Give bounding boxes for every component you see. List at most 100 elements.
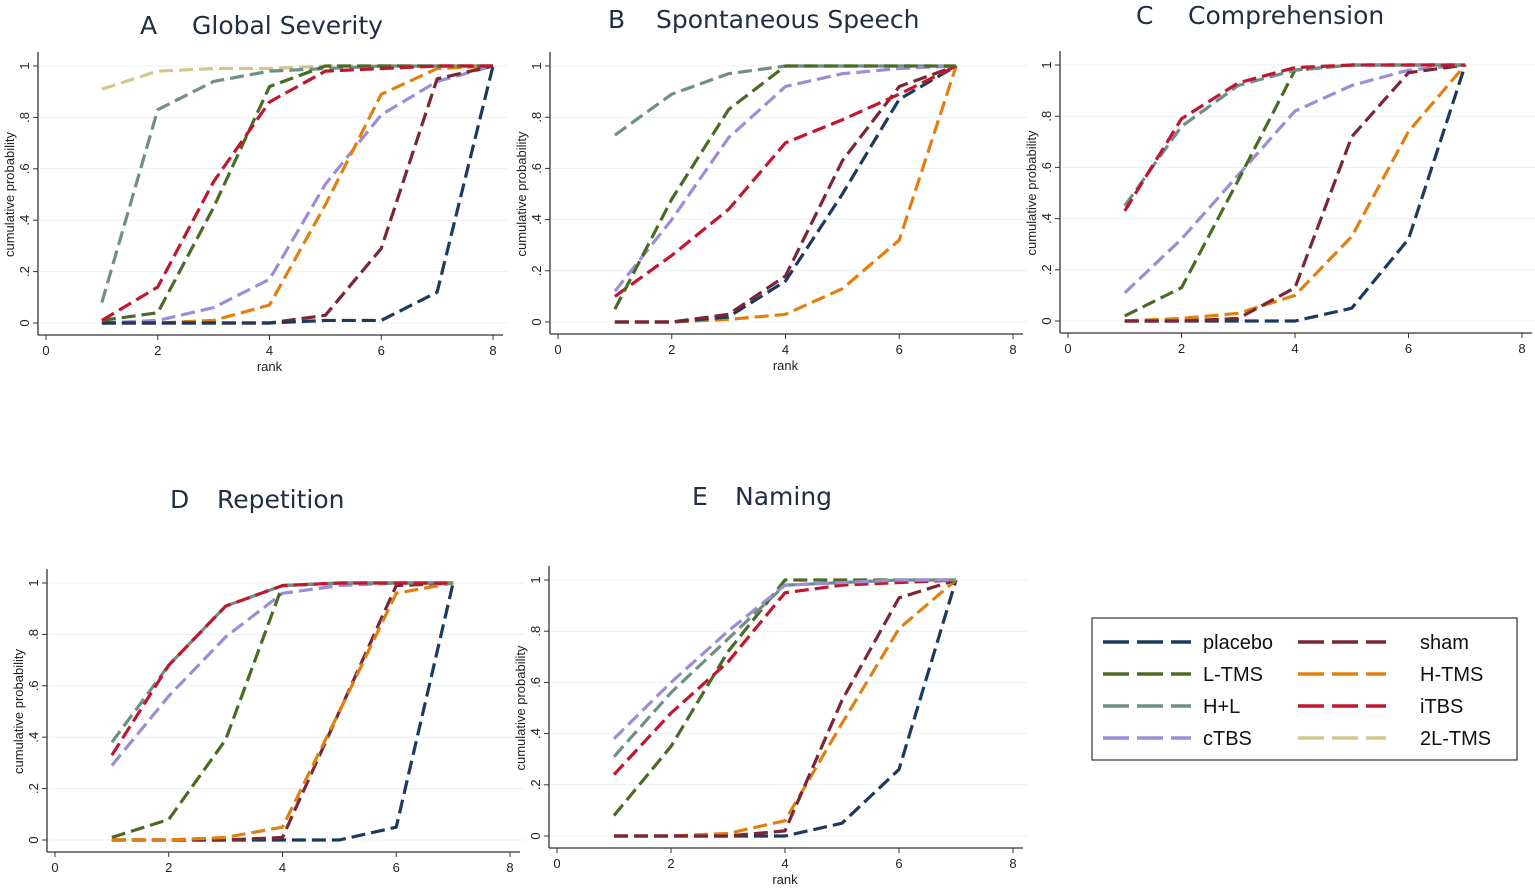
x-tick-label: 0 — [51, 860, 58, 875]
series-line-sham — [614, 64, 957, 324]
panel-c: C Comprehension 0 .2 .4 .6 .8 1 0 2 4 6 8 cumulative … — [1024, 1, 1535, 356]
panel-title: Spontaneous Speech — [656, 5, 919, 34]
x-tick-label: 2 — [667, 856, 674, 871]
panel-letter: A — [140, 11, 157, 40]
legend-item: H+L — [1103, 696, 1240, 718]
x-tick-label: 8 — [1009, 342, 1016, 357]
y-tick-label: .4 — [528, 728, 543, 739]
y-tick-label: .8 — [1039, 111, 1054, 122]
x-axis-label: rank — [772, 872, 798, 887]
x-tick-label: 8 — [489, 343, 496, 358]
x-axis-label: rank — [257, 359, 283, 374]
panel-letter: E — [692, 482, 708, 511]
series-line-ctbs — [101, 64, 494, 325]
panel-a: A Global Severity 0 .2 .4 .6 .8 1 0 2 4 6 8 cumulativ… — [2, 11, 507, 374]
legend: placebo sham L-TMS H-TMS H+L iTBS cTBS 2L-TMS — [1091, 617, 1518, 761]
legend-label: placebo — [1203, 632, 1273, 654]
x-tick-label: 6 — [1405, 341, 1412, 356]
x-axis-label: rank — [773, 358, 799, 373]
series-line-l-tms — [612, 578, 956, 817]
panel-e: E Naming 0 .2 .4 .6 .8 1 0 2 4 6 8 cumulative probabi… — [513, 482, 1027, 887]
y-tick-label: 0 — [529, 318, 544, 325]
legend-label: 2L-TMS — [1420, 728, 1491, 750]
legend-item: placebo — [1103, 632, 1273, 654]
panel-title: Repetition — [217, 485, 345, 514]
x-tick-label: 4 — [782, 342, 789, 357]
x-tick-label: 2 — [1178, 341, 1185, 356]
panel-title: Comprehension — [1188, 1, 1384, 30]
x-tick-label: 4 — [1291, 341, 1298, 356]
series-line-ctbs — [1123, 63, 1466, 295]
panel-b: B Spontaneous Speech 0 .2 .4 .6 .8 1 0 2 4 6 8 cumula… — [514, 5, 1027, 373]
y-tick-label: .6 — [26, 680, 41, 691]
y-tick-label: .2 — [528, 779, 543, 790]
series-line-itbs — [110, 581, 454, 757]
legend-item: iTBS — [1298, 696, 1463, 718]
y-tick-label: 1 — [1039, 61, 1054, 68]
series-line-h-tms — [614, 578, 958, 838]
legend-item: L-TMS — [1103, 664, 1263, 686]
legend-label: H-TMS — [1420, 664, 1483, 686]
series-line-l-tms — [613, 64, 957, 310]
x-tick-label: 8 — [506, 860, 513, 875]
series-line-placebo — [614, 579, 958, 838]
legend-label: H+L — [1203, 696, 1240, 718]
x-tick-label: 2 — [165, 860, 172, 875]
legend-label: iTBS — [1420, 696, 1463, 718]
x-tick-label: 6 — [896, 342, 903, 357]
y-tick-label: .6 — [1039, 162, 1054, 173]
x-tick-label: 8 — [1009, 856, 1016, 871]
legend-item: sham — [1298, 632, 1469, 654]
series-line-placebo — [614, 64, 957, 324]
y-tick-label: .4 — [26, 732, 41, 743]
legend-label: L-TMS — [1203, 664, 1263, 686]
x-tick-label: 4 — [279, 860, 286, 875]
y-tick-label: .6 — [17, 163, 32, 174]
x-tick-label: 6 — [895, 856, 902, 871]
legend-item: H-TMS — [1298, 664, 1483, 686]
y-tick-label: .8 — [26, 629, 41, 640]
series-line-h-l — [1123, 63, 1466, 207]
series-line-ctbs — [613, 64, 957, 293]
y-tick-label: .8 — [17, 112, 32, 123]
y-tick-label: .6 — [529, 163, 544, 174]
panel-letter: B — [608, 5, 625, 34]
series-line-placebo — [101, 65, 495, 325]
y-tick-label: 0 — [528, 832, 543, 839]
y-tick-label: .6 — [528, 677, 543, 688]
panel-d: D Repetition 0 .2 .4 .6 .8 1 0 2 4 6 8 cumulative pro… — [11, 485, 524, 875]
series-line-h-tms — [614, 65, 958, 324]
series-line-sham — [111, 581, 454, 842]
series-line-placebo — [111, 582, 455, 842]
x-tick-label: 0 — [42, 343, 49, 358]
series-line-l-tms — [1124, 63, 1466, 318]
y-tick-label: 1 — [26, 579, 41, 586]
series-line-sham — [614, 578, 957, 838]
x-tick-label: 0 — [554, 342, 561, 357]
y-tick-label: .2 — [26, 783, 41, 794]
y-tick-label: 0 — [26, 836, 41, 843]
series-line-l-tms — [111, 581, 454, 839]
y-tick-label: .8 — [529, 112, 544, 123]
legend-label: cTBS — [1203, 728, 1252, 750]
series-line-ctbs — [110, 581, 454, 767]
panel-title: Global Severity — [192, 11, 383, 40]
y-axis-label: cumulative probability — [1024, 130, 1039, 256]
series-line-ctbs — [612, 578, 956, 740]
series-line-h-l — [613, 64, 957, 137]
y-tick-label: 1 — [17, 62, 32, 69]
legend-item: cTBS — [1103, 728, 1252, 750]
y-tick-label: .4 — [17, 215, 32, 226]
y-axis-label: cumulative probability — [513, 645, 528, 771]
series-line-h-tms — [1124, 63, 1467, 323]
y-tick-label: .2 — [1039, 264, 1054, 275]
series-line-itbs — [1123, 63, 1466, 212]
y-tick-label: 1 — [528, 576, 543, 583]
x-tick-label: 0 — [1064, 341, 1071, 356]
x-tick-label: 4 — [266, 343, 273, 358]
x-tick-label: 4 — [781, 856, 788, 871]
y-tick-label: 0 — [1039, 317, 1054, 324]
x-tick-label: 2 — [668, 342, 675, 357]
series-line-h-tms — [111, 581, 454, 842]
